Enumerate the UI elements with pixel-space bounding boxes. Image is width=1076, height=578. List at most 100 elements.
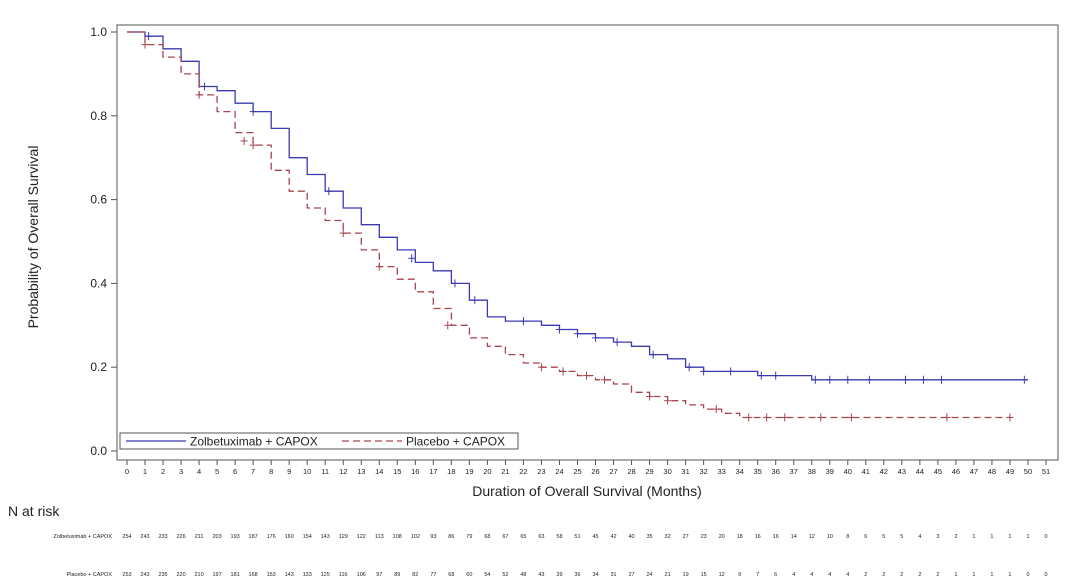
- risk-value: 67: [502, 534, 508, 540]
- risk-value: 243: [140, 572, 149, 578]
- risk-value: 51: [574, 534, 580, 540]
- x-tick-label: 18: [447, 467, 455, 476]
- censor-mark: [1020, 375, 1028, 384]
- censor-mark: [559, 367, 567, 376]
- x-tick-label: 30: [663, 467, 671, 476]
- risk-value: 9: [738, 572, 741, 578]
- risk-value: 4: [828, 572, 831, 578]
- risk-value: 220: [176, 572, 185, 578]
- censor-mark: [537, 363, 545, 372]
- risk-value: 160: [285, 534, 294, 540]
- risk-value: 1: [1026, 534, 1029, 540]
- risk-value: 2: [864, 572, 867, 578]
- x-tick-label: 46: [952, 467, 960, 476]
- risk-value: 10: [827, 534, 833, 540]
- censor-mark: [601, 375, 609, 384]
- censor-mark: [781, 413, 789, 422]
- censor-mark: [573, 329, 581, 338]
- risk-value: 193: [231, 534, 240, 540]
- x-tick-label: 15: [393, 467, 401, 476]
- x-tick-label: 9: [287, 467, 291, 476]
- risk-value: 129: [339, 534, 348, 540]
- risk-value: 226: [176, 534, 185, 540]
- x-tick-label: 0: [125, 467, 129, 476]
- risk-value: 102: [411, 534, 420, 540]
- risk-value: 32: [665, 534, 671, 540]
- risk-value: 27: [683, 534, 689, 540]
- risk-value: 97: [376, 572, 382, 578]
- risk-value: 122: [357, 534, 366, 540]
- risk-value: 7: [756, 572, 759, 578]
- y-tick-label: 1.0: [90, 25, 107, 39]
- risk-value: 14: [791, 534, 797, 540]
- x-tick-label: 40: [844, 467, 852, 476]
- x-tick-label: 48: [988, 467, 996, 476]
- x-tick-label: 49: [1006, 467, 1014, 476]
- censor-mark: [664, 396, 672, 405]
- risk-value: 43: [538, 572, 544, 578]
- x-tick-label: 35: [754, 467, 762, 476]
- censor-mark: [811, 375, 819, 384]
- censor-mark: [444, 321, 452, 330]
- censor-mark: [583, 371, 590, 380]
- risk-value: 40: [628, 534, 634, 540]
- censor-mark: [1006, 413, 1014, 422]
- legend-label-zolbetuximab: Zolbetuximab + CAPOX: [190, 435, 318, 449]
- censor-mark: [325, 187, 333, 196]
- risk-value: 86: [448, 534, 454, 540]
- risk-value: 176: [267, 534, 276, 540]
- risk-value: 52: [502, 572, 508, 578]
- censor-mark: [613, 338, 621, 347]
- risk-row-placebo: Placebo + CAPOX 253 243 235 220 210 197 181 168 1…: [67, 572, 1048, 578]
- censor-mark: [592, 333, 600, 342]
- censor-mark: [141, 40, 149, 49]
- censor-mark: [145, 32, 153, 41]
- y-axis-label: Probability of Overall Survival: [25, 146, 41, 329]
- risk-value: 3: [936, 534, 939, 540]
- risk-value: 0: [1026, 572, 1029, 578]
- risk-value: 5: [900, 534, 903, 540]
- y-axis: 0.0 0.2 0.4 0.6 0.8 1.0: [90, 25, 117, 458]
- risk-row-label: Zolbetuximab + CAPOX: [53, 534, 112, 540]
- risk-value: 168: [249, 572, 258, 578]
- censor-mark: [745, 413, 753, 422]
- risk-value: 233: [158, 534, 167, 540]
- risk-value: 35: [647, 534, 653, 540]
- risk-value: 36: [574, 572, 580, 578]
- risk-value: 2: [900, 572, 903, 578]
- x-tick-label: 29: [645, 467, 653, 476]
- risk-value: 187: [249, 534, 258, 540]
- risk-value: 93: [430, 534, 436, 540]
- risk-value: 77: [430, 572, 436, 578]
- censor-mark: [772, 371, 780, 380]
- risk-value: 1: [1008, 572, 1011, 578]
- x-tick-label: 14: [375, 467, 383, 476]
- risk-value: 8: [846, 534, 849, 540]
- censor-mark: [200, 82, 208, 91]
- risk-table: Zolbetuximab + CAPOX 254 243 233 226 211 203 19…: [53, 534, 1047, 578]
- series-layer: [127, 31, 1028, 422]
- risk-value: 108: [393, 534, 402, 540]
- risk-value: 68: [448, 572, 454, 578]
- risk-value: 12: [809, 534, 815, 540]
- censor-mark: [712, 405, 720, 414]
- censor-mark: [339, 229, 347, 238]
- y-tick-label: 0.8: [90, 109, 107, 123]
- x-tick-label: 16: [411, 467, 419, 476]
- risk-value: 125: [321, 572, 330, 578]
- x-tick-label: 25: [573, 467, 581, 476]
- x-tick-label: 7: [251, 467, 255, 476]
- x-tick-label: 1: [143, 467, 147, 476]
- risk-value: 153: [267, 572, 276, 578]
- y-tick-label: 0.0: [90, 444, 107, 458]
- x-tick-label: 10: [303, 467, 311, 476]
- risk-value: 1: [972, 534, 975, 540]
- censor-mark: [844, 375, 852, 384]
- x-tick-label: 11: [321, 467, 329, 476]
- risk-value: 19: [683, 572, 689, 578]
- risk-value: 18: [737, 534, 743, 540]
- legend-label-placebo: Placebo + CAPOX: [406, 435, 505, 449]
- series-line-placebo: [127, 31, 1010, 419]
- risk-value: 20: [719, 534, 725, 540]
- risk-value: 1: [972, 572, 975, 578]
